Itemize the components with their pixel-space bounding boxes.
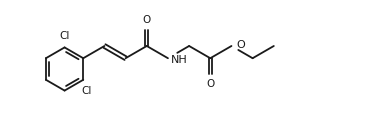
Text: O: O: [143, 15, 151, 25]
Text: Cl: Cl: [81, 86, 92, 96]
Text: Cl: Cl: [59, 31, 70, 41]
Text: NH: NH: [170, 55, 187, 65]
Text: O: O: [206, 79, 215, 89]
Text: O: O: [236, 40, 245, 50]
